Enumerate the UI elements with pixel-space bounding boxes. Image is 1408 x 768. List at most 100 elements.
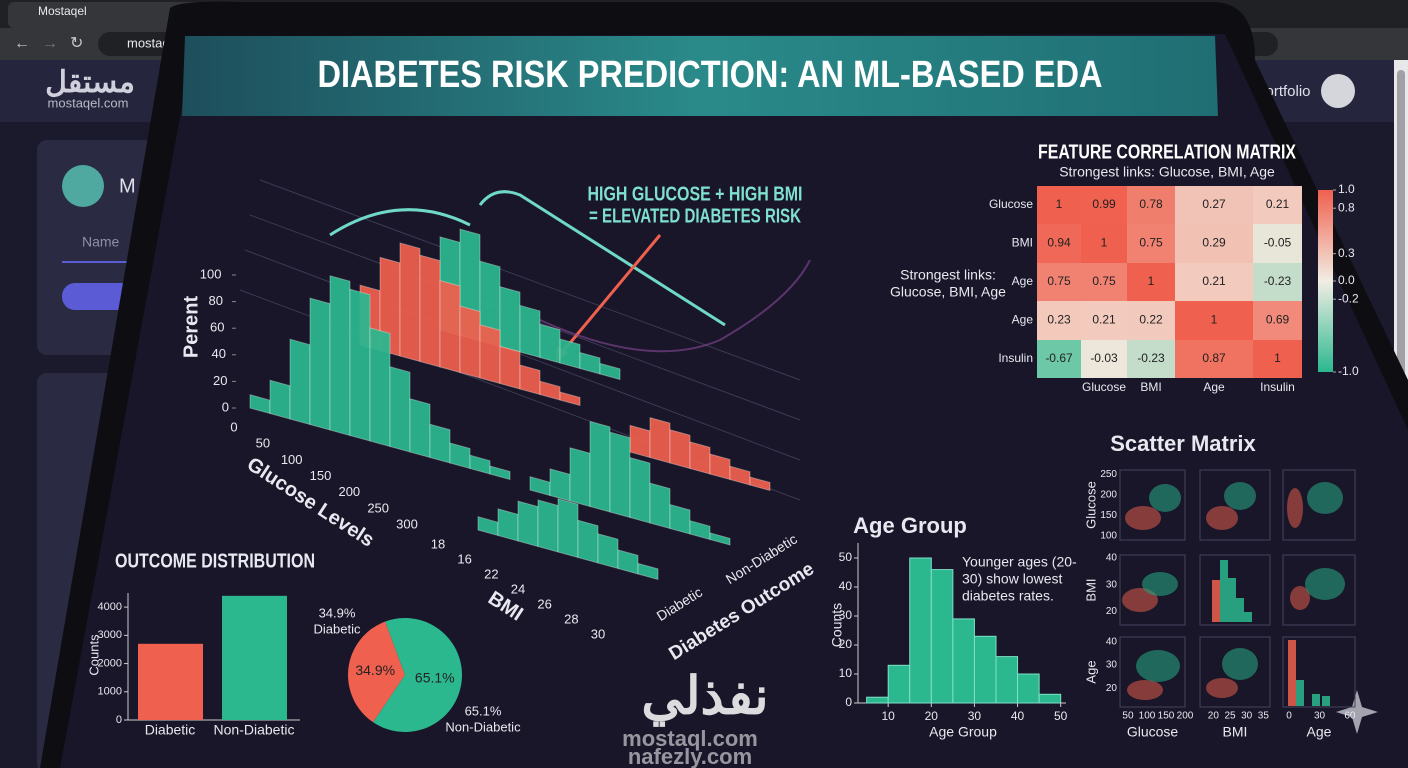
user-avatar[interactable] — [1321, 74, 1355, 108]
x-tick-label: 35 — [1258, 711, 1270, 722]
histogram-bar — [973, 635, 997, 704]
cell-value: -0.03 — [1090, 351, 1118, 365]
histogram-bar — [459, 305, 481, 379]
histogram-bar — [866, 696, 889, 704]
watermark: نفذلي — [641, 668, 768, 728]
histogram-bar — [609, 431, 631, 519]
matrix-cell — [1175, 186, 1253, 224]
histogram-bar — [749, 476, 771, 492]
histogram-bar — [579, 351, 601, 375]
histogram-bar — [549, 468, 571, 502]
matrix-cell — [1037, 263, 1081, 301]
histogram-bar — [519, 364, 541, 396]
row-label: BMI — [1012, 236, 1033, 250]
histogram-bar — [689, 441, 711, 475]
y-tick-label: 2000 — [98, 657, 122, 669]
x-tick-label: 30 — [1314, 711, 1326, 722]
chart-title: Age Group — [853, 513, 967, 538]
y-axis-label: Counts — [86, 634, 101, 676]
y-tick-label: 40 — [212, 346, 226, 361]
colorbar-label: 0.3 — [1338, 246, 1355, 260]
histogram-bar — [539, 323, 561, 364]
scatter-panel — [1282, 554, 1356, 626]
back-button[interactable]: ← — [14, 35, 30, 52]
x-tick-label: 50 — [256, 436, 270, 451]
forward-button[interactable]: → — [42, 35, 58, 52]
logo[interactable]: مستقل — [45, 66, 135, 99]
row-label: Glucose — [1083, 481, 1098, 529]
histogram-bar — [289, 338, 311, 426]
histogram-bar — [887, 664, 911, 704]
matrix-cell — [1253, 301, 1302, 340]
y-tick-label: 20 — [213, 373, 227, 388]
glow-curve — [539, 259, 811, 353]
x-tick-label: 100 — [281, 452, 303, 467]
x-tick-label: 50 — [1054, 709, 1068, 723]
x-tick-label: 50 — [1122, 711, 1134, 722]
histogram-bar — [499, 285, 521, 353]
pie-outer-value: 34.9% — [319, 605, 356, 620]
histogram-bar — [637, 562, 659, 581]
matrix-cell — [1127, 340, 1175, 378]
histogram-bar — [569, 447, 591, 508]
x-tick-label: 300 — [396, 516, 418, 531]
matrix-cell — [1175, 340, 1253, 378]
x-tick-label: 25 — [1224, 711, 1236, 722]
cell-value: 0.22 — [1139, 313, 1163, 327]
scatter-panel — [1119, 554, 1186, 626]
row-label: Insulin — [998, 351, 1033, 365]
histogram-bar — [499, 345, 521, 390]
name-field[interactable]: Name — [82, 234, 120, 250]
pie-value-label: 65.1% — [415, 669, 455, 685]
cell-value: 1 — [1148, 274, 1155, 288]
z-tick-label: 16 — [457, 551, 471, 566]
x-axis-label: Age Group — [929, 724, 997, 740]
tab-title: Mostaqel — [38, 4, 87, 18]
histogram-bar — [449, 442, 471, 470]
y-tick-label: 250 — [1100, 469, 1117, 480]
matrix-cell — [1037, 224, 1081, 263]
histogram-bar — [599, 362, 621, 381]
bar — [138, 643, 203, 720]
x-tick-label: 10 — [882, 709, 896, 723]
annotation: diabetes rates. — [962, 588, 1054, 604]
histogram-bar — [309, 297, 331, 431]
x-tick-label: 100 — [1139, 711, 1156, 722]
histogram-bar — [669, 429, 691, 470]
reload-button[interactable]: ↻ — [70, 35, 83, 52]
y-tick-label: 4000 — [98, 601, 122, 613]
histogram-bar — [419, 254, 441, 368]
cell-value: 0.21 — [1266, 197, 1290, 211]
y-tick-label: 150 — [1100, 510, 1117, 521]
x-tick-label: 40 — [1011, 709, 1025, 723]
y-tick-label: 30 — [839, 608, 853, 622]
scatter-panel — [1282, 469, 1356, 541]
histogram-bar — [399, 242, 421, 363]
profile-avatar — [62, 165, 104, 207]
y-tick-label: 60 — [210, 320, 224, 335]
chart-title: Scatter Matrix — [1110, 431, 1256, 456]
sparkle-icon[interactable] — [1336, 690, 1378, 734]
pie-slice — [373, 618, 463, 732]
matrix-title: FEATURE CORRELATION MATRIX — [1038, 141, 1297, 163]
matrix-note: Strongest links: — [900, 267, 996, 283]
histogram-bar — [517, 500, 539, 548]
x-tick-label: 0 — [1286, 711, 1292, 722]
z-tick-label: 28 — [564, 611, 578, 626]
matrix-cell — [1127, 301, 1175, 340]
histogram-bar — [519, 304, 541, 359]
x-tick-label: 60 — [1344, 711, 1356, 722]
y-tick-label: 0 — [845, 695, 852, 709]
x-tick-label: 30 — [968, 709, 982, 723]
histogram-bar — [930, 569, 954, 704]
x-tick-label: 150 — [310, 468, 332, 483]
histogram-bar — [349, 288, 371, 442]
cell-value: 0.23 — [1047, 313, 1071, 327]
histogram-bar — [369, 327, 391, 448]
matrix-cell — [1127, 224, 1175, 263]
column-label: BMI — [1140, 380, 1161, 394]
matrix-note: Glucose, BMI, Age — [890, 284, 1006, 300]
colorbar-label: -1.0 — [1338, 364, 1359, 378]
scrollbar-thumb[interactable] — [1397, 70, 1405, 400]
y-tick-label: 40 — [839, 579, 853, 593]
